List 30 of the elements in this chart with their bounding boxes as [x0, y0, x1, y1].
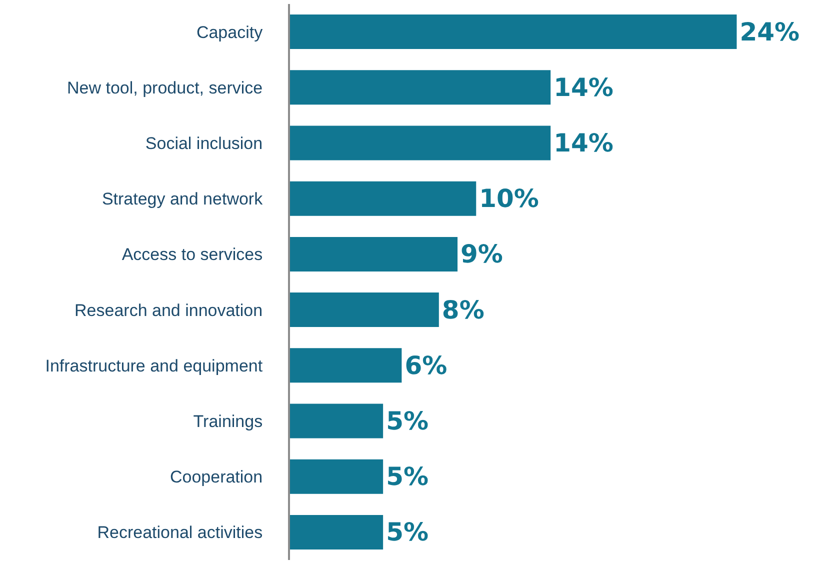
y-tick-label: Social inclusion	[145, 134, 263, 153]
bar	[290, 70, 551, 105]
y-tick-label: Strategy and network	[102, 190, 264, 209]
y-tick-label: New tool, product, service	[67, 78, 263, 98]
data-label: 8%	[442, 295, 484, 324]
data-label: 5%	[386, 462, 429, 492]
y-tick-label: Recreational activities	[97, 523, 263, 542]
bar	[290, 181, 476, 216]
data-label: 9%	[460, 240, 503, 269]
bar	[290, 14, 737, 50]
bar	[290, 404, 384, 438]
y-tick-label: Access to services	[122, 245, 263, 264]
y-tick-label: Cooperation	[170, 468, 263, 487]
bar	[290, 236, 458, 272]
bar	[290, 514, 384, 550]
data-label: 10%	[479, 184, 539, 214]
y-tick-label: Capacity	[196, 22, 264, 42]
data-label: 24%	[740, 17, 800, 46]
y-tick-label: Research and innovation	[74, 300, 263, 320]
bar	[290, 292, 439, 328]
data-label: 6%	[404, 350, 448, 380]
bar	[290, 348, 402, 383]
data-label: 5%	[386, 518, 429, 547]
data-label: 5%	[386, 406, 429, 436]
y-tick-label: Trainings	[193, 412, 263, 431]
data-label: 14%	[554, 72, 614, 102]
data-label: 14%	[554, 128, 614, 158]
bar	[290, 459, 384, 494]
bar	[290, 126, 551, 160]
y-tick-label: Infrastructure and equipment	[45, 356, 263, 376]
